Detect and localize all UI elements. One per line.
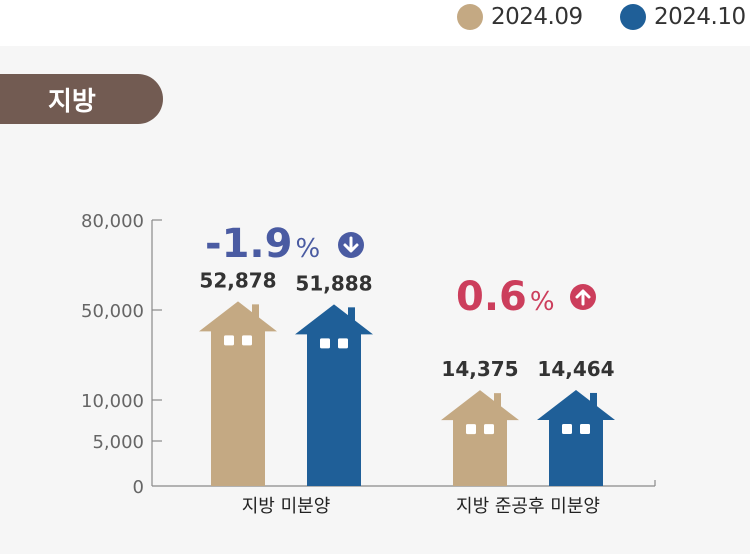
x-category-label: 지방 미분양 bbox=[242, 496, 331, 517]
chart-panel bbox=[0, 46, 750, 554]
bar-window bbox=[320, 338, 330, 349]
bar-window bbox=[338, 338, 348, 349]
change-annotation: 0.6% bbox=[456, 274, 555, 320]
bar-window bbox=[484, 424, 494, 435]
bar-window bbox=[580, 423, 590, 434]
data-label: 51,888 bbox=[295, 271, 372, 295]
bar-window bbox=[224, 335, 234, 346]
y-tick-label: 80,000 bbox=[81, 211, 144, 232]
legend-item-2024-09: 2024.09 bbox=[457, 4, 583, 30]
region-tab: 지방 bbox=[0, 74, 163, 124]
legend-swatch-icon bbox=[457, 4, 483, 30]
y-tick-label: 0 bbox=[133, 477, 144, 498]
legend: 2024.09 2024.10 bbox=[0, 0, 750, 46]
legend-swatch-icon bbox=[620, 4, 646, 30]
bar-window bbox=[242, 335, 252, 346]
arrow-up-circle-icon bbox=[570, 284, 596, 310]
change-unit: % bbox=[530, 287, 555, 317]
change-annotation: -1.9% bbox=[205, 221, 320, 267]
legend-item-2024-10: 2024.10 bbox=[620, 4, 746, 30]
bar bbox=[199, 301, 277, 486]
y-tick-label: 5,000 bbox=[92, 432, 144, 453]
bar bbox=[537, 389, 615, 486]
x-category-label: 지방 준공후 미분양 bbox=[456, 496, 600, 517]
bar bbox=[295, 304, 373, 486]
bar-window bbox=[562, 423, 572, 434]
arrow-down-circle-icon bbox=[338, 232, 364, 258]
data-label: 14,464 bbox=[537, 357, 614, 381]
y-tick-label: 50,000 bbox=[81, 301, 144, 322]
data-label: 52,878 bbox=[199, 268, 276, 292]
bar-window bbox=[466, 424, 476, 435]
change-value: 0.6 bbox=[456, 274, 527, 320]
icon-arrow bbox=[343, 236, 359, 253]
icon-arrow bbox=[575, 289, 591, 306]
bar bbox=[441, 390, 519, 486]
legend-label: 2024.10 bbox=[654, 4, 746, 30]
data-label: 14,375 bbox=[441, 357, 518, 381]
y-tick-label: 10,000 bbox=[81, 391, 144, 412]
change-value: -1.9 bbox=[205, 221, 292, 267]
region-tab-label: 지방 bbox=[48, 86, 96, 117]
change-unit: % bbox=[295, 234, 320, 264]
legend-label: 2024.09 bbox=[491, 4, 583, 30]
